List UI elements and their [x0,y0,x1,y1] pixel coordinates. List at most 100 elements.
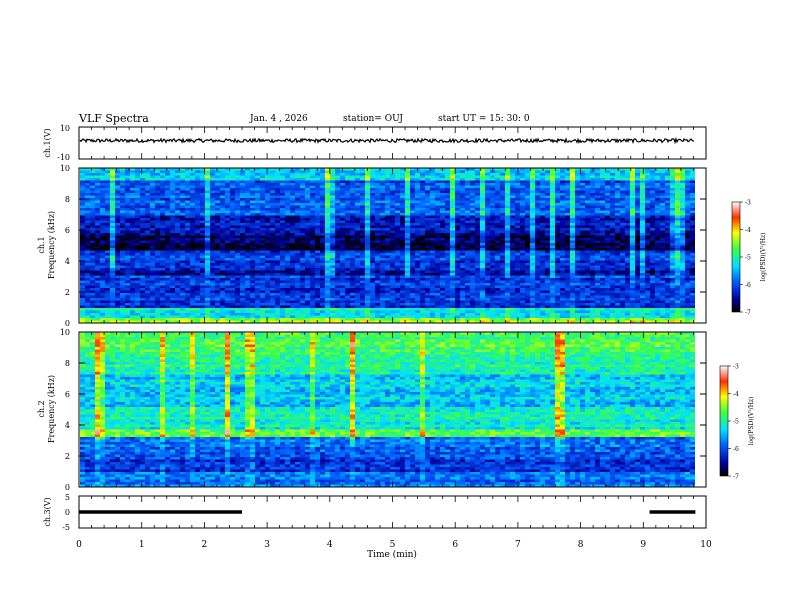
spectrogram-cell [460,215,466,219]
spectrogram-cell [170,178,176,181]
spectrogram-cell [240,238,246,241]
spectrogram-cell [495,248,501,251]
spectrogram-cell [425,190,431,194]
spectrogram-cell [660,228,666,231]
spectrogram-cell [550,168,556,171]
spectrogram-cell [360,253,366,256]
spectrogram-cell [205,213,211,216]
spectrogram-cell [265,180,271,184]
spectrogram-cell [340,223,346,226]
spectrogram-cell [80,215,86,219]
spectrogram-cell [430,233,436,236]
spectrogram-cell [280,203,286,206]
spectrogram-cell [575,228,581,231]
spectrogram-cell [335,175,341,179]
spectrogram-cell [80,220,86,224]
spectrogram-cell [265,233,271,236]
spectrogram-cell [340,250,346,254]
spectrogram-cell [155,225,161,229]
spectrogram-cell [595,208,601,211]
spectrogram-cell [395,173,401,176]
spectrogram-cell [300,185,306,189]
spectrogram-cell [335,253,341,256]
spectrogram-cell [350,258,356,261]
spectrogram-cell [630,245,636,249]
spectrogram-cell [220,233,226,236]
spectrogram-cell [150,213,156,216]
spectrogram-cell [450,240,456,244]
spectrogram-cell [425,260,431,264]
spectrogram-cell [215,228,221,231]
spectrogram-cell [180,230,186,234]
spectrogram-cell [190,178,196,181]
spectrogram-cell [675,223,681,226]
spectrogram-cell [635,265,641,269]
spectrogram-cell [315,245,321,249]
spectrogram-cell [530,240,536,244]
spectrogram-cell [285,220,291,224]
spectrogram-cell [425,223,431,226]
spectrogram-cell [620,175,626,179]
spectrogram-cell [105,225,111,229]
spectrogram-cell [170,260,176,264]
spectrogram-cell [630,208,636,211]
spectrogram-cell [680,173,686,176]
spectrogram-cell [435,235,441,239]
spectrogram-cell [215,265,221,269]
spectrogram-cell [325,170,331,174]
spectrogram-cell [100,268,106,271]
spectrogram-cell [160,220,166,224]
spectrogram-cell [140,243,146,246]
spectrogram-cell [215,170,221,174]
spectrogram-cell [565,223,571,226]
spectrogram-cell [85,230,91,234]
spectrogram-cell [495,200,501,204]
spectrogram-cell [350,248,356,251]
spectrogram-cell [360,193,366,196]
spectrogram-cell [450,230,456,234]
spectrogram-cell [375,193,381,196]
spectrogram-cell [595,200,601,204]
spectrogram-cell [525,168,531,171]
spectrogram-cell [370,235,376,239]
spectrogram-cell [110,170,116,174]
spectrogram-cell [460,210,466,214]
spectrogram-cell [145,263,151,266]
spectrogram-cell [595,250,601,254]
spectrogram-cell [220,238,226,241]
spectrogram-cell [375,195,381,199]
spectrogram-cell [230,193,236,196]
spectrogram-cell [600,245,606,249]
spectrogram-cell [505,215,511,219]
spectrogram-cell [115,168,121,171]
spectrogram-cell [500,198,506,201]
spectrogram-cell [425,253,431,256]
spectrogram-cell [450,228,456,231]
spectrogram-cell [355,233,361,236]
spectrogram-cell [570,245,576,249]
spectrogram-cell [265,250,271,254]
spectrogram-cell [115,195,121,199]
spectrogram-cell [265,225,271,229]
spectrogram-cell [240,253,246,256]
spectrogram-cell [550,238,556,241]
spectrogram-cell [95,240,101,244]
spectrogram-cell [275,178,281,181]
spectrogram-cell [140,215,146,219]
spectrogram-cell [160,255,166,259]
spectrogram-cell [85,190,91,194]
spectrogram-cell [655,200,661,204]
spectrogram-cell [455,243,461,246]
spectrogram-cell [425,245,431,249]
spectrogram-cell [290,210,296,214]
spectrogram-cell [540,233,546,236]
spectrogram-cell [390,225,396,229]
spectrogram-cell [510,223,516,226]
spectrogram-cell [305,168,311,171]
spectrogram-cell [380,168,386,171]
spectrogram-cell [375,225,381,229]
spectrogram-cell [500,175,506,179]
spectrogram-cell [255,233,261,236]
spectrogram-cell [650,190,656,194]
spectrogram-cell [550,198,556,201]
